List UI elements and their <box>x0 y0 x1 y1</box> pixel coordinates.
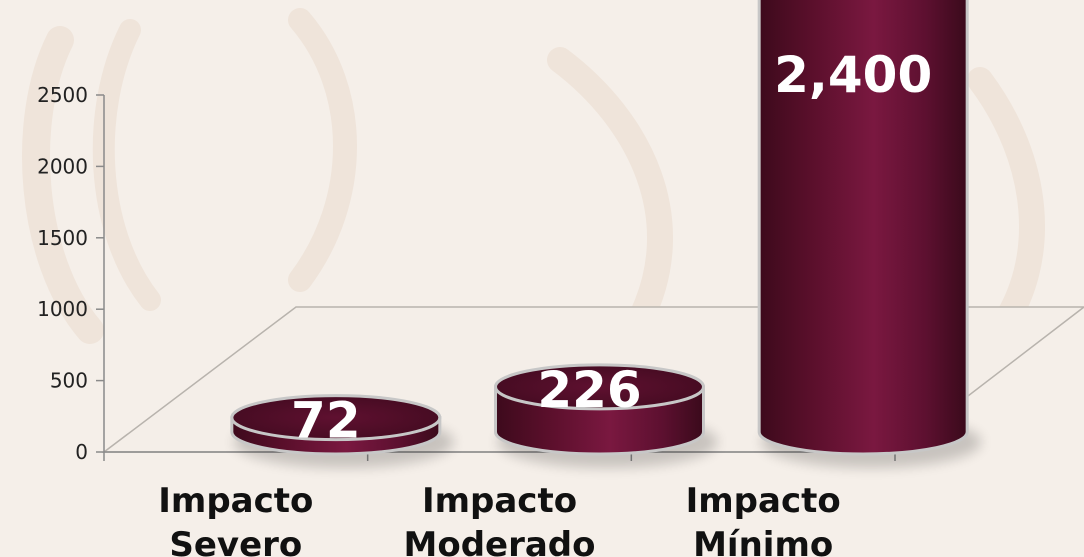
y-tick-label-1: 500 <box>50 369 88 393</box>
category-labels: Impacto Severo Impacto Moderado Impacto Mínim… <box>158 481 840 557</box>
data-labels: 72 226 2,400 <box>291 46 932 449</box>
y-tick-label-0: 0 <box>75 440 88 464</box>
category-label-2: Impacto Mínimo <box>686 481 841 557</box>
data-label-0: 72 <box>291 392 361 450</box>
bar-0 <box>230 394 454 468</box>
category-label-1: Impacto Moderado <box>404 481 596 557</box>
y-tick-label-5: 2500 <box>37 83 88 107</box>
bar-series <box>230 0 982 468</box>
bar-top <box>494 363 705 411</box>
category-label-0: Impacto Severo <box>158 481 313 557</box>
y-tick-label-4: 2000 <box>37 154 88 178</box>
bar-body <box>757 0 969 456</box>
background-watermark <box>22 8 1045 344</box>
data-label-2: 2,400 <box>774 46 932 104</box>
y-axis-ticks: 0 500 1000 1500 2000 2500 <box>37 83 104 464</box>
bar-top <box>230 394 442 442</box>
y-tick-label-2: 1000 <box>37 297 88 321</box>
y-tick-label-3: 1500 <box>37 226 88 250</box>
bar-2 <box>757 0 982 468</box>
data-label-1: 226 <box>537 361 641 419</box>
bar-1 <box>494 363 718 468</box>
